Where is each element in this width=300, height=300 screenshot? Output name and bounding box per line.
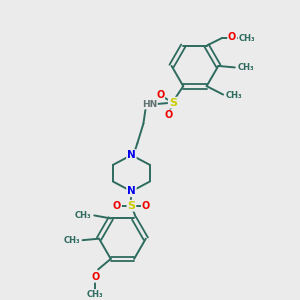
Text: O: O	[228, 32, 236, 42]
Text: S: S	[169, 98, 177, 108]
Text: S: S	[128, 201, 135, 211]
Text: CH₃: CH₃	[238, 63, 254, 72]
Text: N: N	[127, 186, 136, 196]
Text: CH₃: CH₃	[87, 290, 104, 299]
Text: HN: HN	[142, 100, 157, 109]
Text: O: O	[156, 90, 164, 100]
Text: O: O	[142, 201, 150, 211]
Text: CH₃: CH₃	[226, 91, 242, 100]
Text: O: O	[91, 272, 99, 282]
Text: CH₃: CH₃	[63, 236, 80, 245]
Text: CH₃: CH₃	[75, 211, 92, 220]
Text: N: N	[127, 150, 136, 160]
Text: CH₃: CH₃	[239, 34, 255, 43]
Text: O: O	[164, 110, 172, 120]
Text: O: O	[113, 201, 121, 211]
